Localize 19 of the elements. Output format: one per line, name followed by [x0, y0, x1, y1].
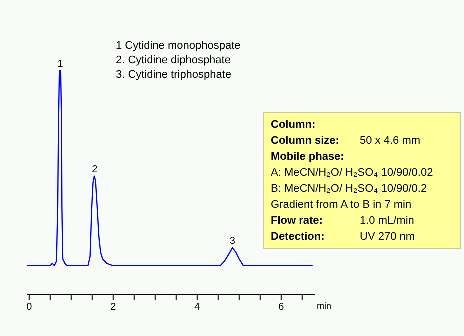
text: Flow rate: 1.0 mL/min: [271, 215, 414, 227]
text: 2. Cytidine diphosphate: [116, 54, 231, 66]
x-axis-title: min: [317, 301, 332, 311]
annotation: A: MeCN/H₂O/ H₂SO₄ 10/90/0.02: [271, 167, 434, 179]
annotation: 3. Cytidine triphosphate: [116, 69, 232, 81]
annotation: Column:: [271, 119, 316, 131]
annotation: B: MeCN/H₂O/ H₂SO₄ 10/90/0.2: [271, 183, 428, 195]
text: Column size: 50 x 4.6 mm: [271, 135, 421, 147]
annotation: 3: [230, 236, 236, 247]
annotation: 2: [92, 164, 98, 176]
annotation: Mobile phase:: [271, 151, 344, 163]
annotation: Gradient from A to B in 7 min: [271, 199, 412, 211]
x-tick-label: 4: [194, 302, 201, 314]
annotation: 1: [58, 59, 64, 70]
text: Detection: UV 270 nm: [271, 231, 416, 243]
x-tick-label: 2: [110, 302, 117, 314]
x-tick-label: 0: [26, 302, 33, 314]
x-tick-label: 6: [278, 302, 285, 314]
text: 1 Cytidine monophospate: [116, 40, 241, 52]
